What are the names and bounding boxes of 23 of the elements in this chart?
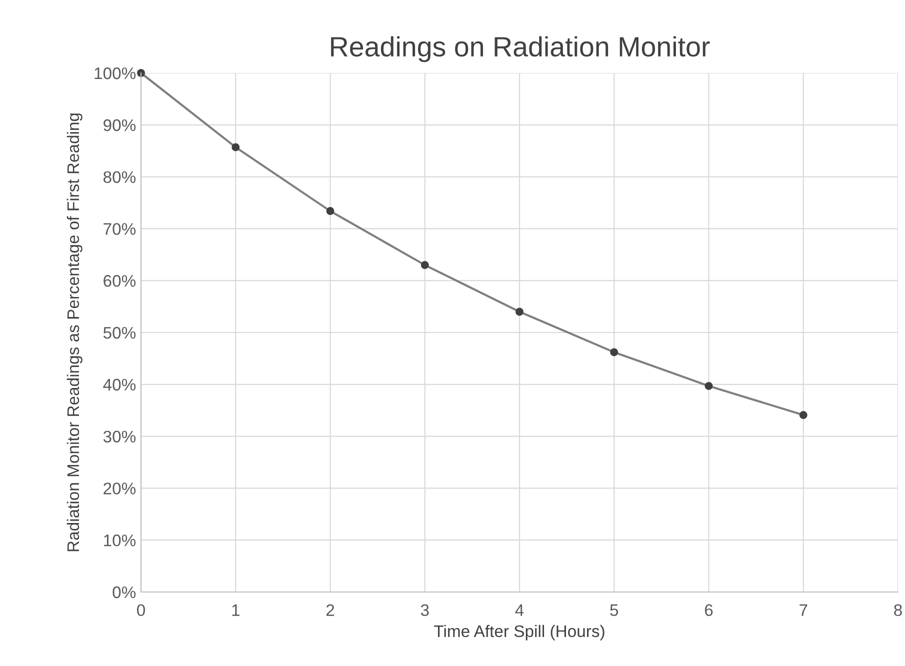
y-tick-label: 80% [104, 171, 136, 184]
x-tick-label: 8 [894, 604, 902, 616]
x-tick-label: 1 [232, 604, 240, 616]
y-tick-label: 100% [94, 67, 136, 80]
y-tick-label: 30% [103, 430, 136, 443]
y-tick-label: 0% [112, 586, 136, 598]
x-tick-label: 2 [326, 604, 334, 616]
x-tick-label: 4 [515, 604, 524, 616]
x-tick-label: 6 [704, 604, 713, 616]
x-tick-label: 3 [420, 604, 429, 616]
chart-title: Readings on Radiation Monitor [331, 36, 710, 62]
y-tick-label: 60% [104, 275, 136, 287]
y-tick-label: 90% [104, 119, 136, 132]
y-tick-label: 50% [103, 326, 136, 339]
y-tick-label: 70% [104, 223, 136, 235]
x-tick-label: 0 [137, 604, 145, 616]
x-axis-title: Time After Spill (Hours) [434, 624, 604, 640]
y-axis-title: Radiation Monitor Readings as Percentage of First Reading [66, 114, 82, 552]
x-tick-label: 7 [800, 604, 808, 616]
x-tick-label: 5 [610, 604, 618, 616]
y-tick-label: 40% [103, 378, 136, 391]
y-tick-label: 20% [104, 482, 136, 494]
y-tick-label: 10% [104, 534, 136, 546]
